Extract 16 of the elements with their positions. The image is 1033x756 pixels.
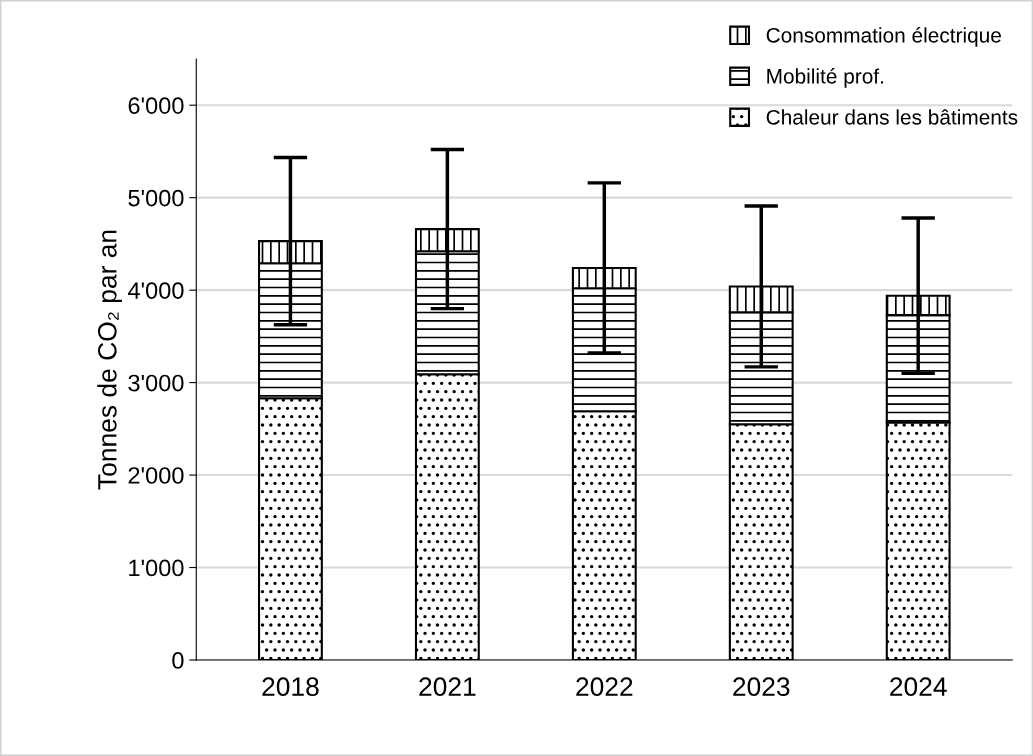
y-tick-label: 4'000 xyxy=(127,282,184,299)
x-tick-label: 2024 xyxy=(890,677,947,697)
legend-label: Consommation électrique xyxy=(766,27,1001,47)
x-tick-label: 2018 xyxy=(262,677,319,697)
y-tick-label: 6'000 xyxy=(128,97,184,114)
x-tick-label: 2022 xyxy=(576,677,633,697)
y-tick-label: 0 xyxy=(172,652,184,669)
y-tick-label: 2'000 xyxy=(128,467,184,484)
x-tick-label: 2023 xyxy=(733,677,790,697)
x-tick-label: 2021 xyxy=(419,677,476,697)
y-axis-title: Tonnes de CO₂ par an xyxy=(97,230,122,490)
y-tick-label: 1'000 xyxy=(129,559,184,577)
legend-label: Chaleur dans les bâtiments xyxy=(766,109,1018,125)
y-tick-label: 3'000 xyxy=(128,374,184,392)
y-tick-label: 5'000 xyxy=(128,189,184,207)
legend-label: Mobilité prof. xyxy=(767,68,883,88)
